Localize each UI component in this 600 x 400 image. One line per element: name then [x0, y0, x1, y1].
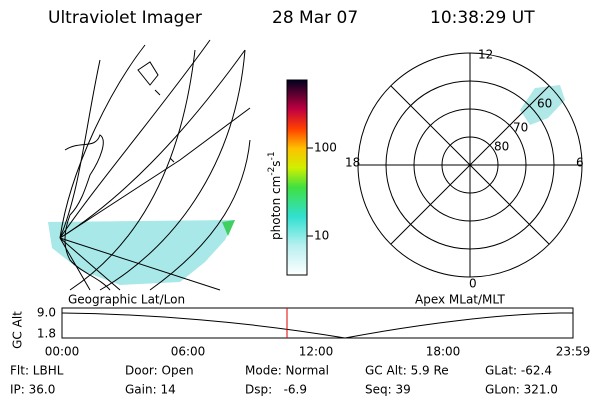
info-field: Gain: 14 [125, 383, 176, 397]
meridian [59, 44, 146, 239]
mlt-label: 0 [469, 277, 477, 291]
x-tick-label: 00:00 [45, 345, 80, 359]
coastline [137, 61, 175, 163]
info-field: IP: 36.0 [10, 383, 55, 397]
altitude-plot: GC Alt 9.0 1.8 00:00 06:00 12:00 18:00 2… [11, 306, 591, 359]
mlt-line [358, 53, 582, 277]
aurora-patch [520, 85, 565, 125]
parallel [69, 49, 196, 291]
header: Ultraviolet Imager 28 Mar 07 10:38:29 UT [48, 8, 535, 28]
meridian [59, 59, 101, 239]
plot-frame [61, 307, 574, 339]
title: Ultraviolet Imager [48, 8, 202, 28]
meridian [59, 237, 221, 291]
polar-plot: 12 18 6 0 80 70 60 [345, 48, 584, 291]
colorbar: 100 10 photon cm-2s-1 [267, 79, 337, 276]
colorbar-unit: photon cm-2s-1 [267, 151, 283, 240]
info-field: Seq: 39 [365, 383, 411, 397]
colorbar-label: 100 [314, 141, 337, 155]
info-field: GLon: 321.0 [485, 383, 558, 397]
info-field: Flt: LBHL [10, 364, 64, 378]
parallel [99, 49, 246, 291]
mlat-label: 60 [537, 97, 552, 111]
panel-label: Apex MLat/MLT [415, 293, 505, 307]
time: 10:38:29 UT [430, 8, 535, 28]
altitude-curve [61, 312, 573, 339]
mlt-label: 6 [576, 156, 584, 170]
unit-part: -1 [267, 151, 277, 160]
mlt-label: 12 [478, 48, 493, 62]
unit-part: s [269, 160, 283, 166]
mlt-label: 18 [345, 156, 360, 170]
info-field: Door: Open [125, 364, 194, 378]
colorbar-label: 10 [314, 229, 329, 243]
info-field: GC Alt: 5.9 Re [365, 364, 449, 378]
geo-map [48, 39, 251, 291]
parallel [149, 139, 251, 291]
coastline [64, 134, 111, 291]
colorbar-scale [286, 79, 308, 276]
meridian [59, 107, 251, 239]
aurora-bright [222, 220, 235, 236]
info-panel: Flt: LBHL Door: Open Mode: Normal GC Alt: 5… [10, 364, 558, 397]
info-field: Dsp: -6.9 [245, 383, 307, 397]
info-field: Mode: Normal [245, 364, 329, 378]
panel-label: Geographic Lat/Lon [68, 293, 185, 307]
x-tick-label: 12:00 [299, 345, 334, 359]
info-field: GLat: -62.4 [485, 364, 552, 378]
date: 28 Mar 07 [272, 8, 358, 28]
meridian [59, 39, 211, 239]
unit-part: -2 [267, 167, 277, 176]
y-tick-label: 9.0 [37, 306, 56, 320]
mlat-label: 70 [513, 121, 528, 135]
y-axis-label: GC Alt [11, 311, 25, 349]
unit-part: photon cm [269, 176, 283, 240]
x-tick-label: 06:00 [171, 345, 206, 359]
x-tick-label: 18:00 [426, 345, 461, 359]
y-tick-label: 1.8 [37, 327, 56, 341]
x-tick-label: 23:59 [556, 345, 591, 359]
meridian [59, 49, 246, 239]
mlat-label: 80 [494, 140, 509, 154]
